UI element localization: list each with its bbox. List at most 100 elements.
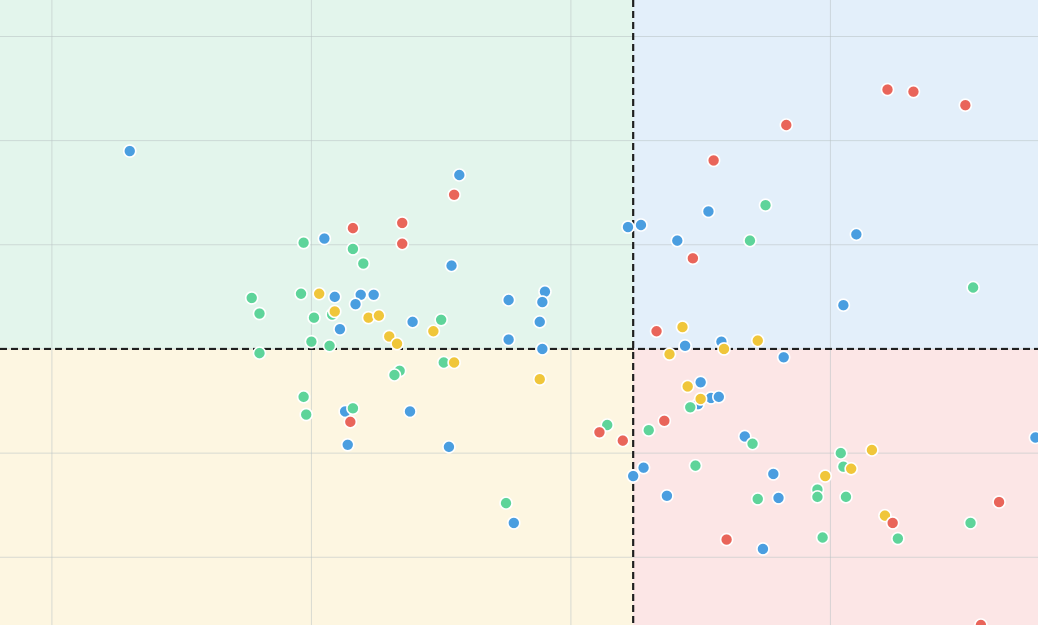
data-point <box>974 618 988 625</box>
data-point <box>810 490 825 504</box>
data-point <box>779 118 794 132</box>
data-point <box>299 407 314 422</box>
data-point <box>992 495 1006 509</box>
data-point <box>405 315 420 329</box>
data-point <box>634 218 648 232</box>
data-point <box>750 333 765 348</box>
data-point <box>660 489 674 503</box>
data-point <box>680 379 695 394</box>
data-point <box>327 304 342 319</box>
data-point <box>444 258 459 273</box>
data-point <box>865 443 879 457</box>
data-point <box>356 256 371 271</box>
data-point <box>717 342 731 356</box>
data-point <box>340 437 355 452</box>
data-point <box>346 242 360 256</box>
data-points <box>122 82 1038 625</box>
data-point <box>395 216 410 230</box>
data-point <box>771 491 786 505</box>
data-point <box>434 312 448 327</box>
data-point <box>532 315 547 329</box>
data-point <box>686 251 700 266</box>
data-point <box>712 390 726 404</box>
data-point <box>447 355 461 370</box>
series-4 <box>343 82 1006 625</box>
data-point <box>750 492 765 506</box>
quadrant-bottom-left <box>0 348 634 625</box>
data-point <box>626 469 640 483</box>
quadrant-bottom-right <box>633 348 1038 625</box>
data-point <box>122 144 137 158</box>
data-point <box>766 467 781 481</box>
data-point <box>657 414 672 428</box>
data-point <box>442 440 456 454</box>
data-point <box>1028 430 1038 445</box>
data-point <box>693 392 708 406</box>
data-point <box>641 423 656 438</box>
data-point <box>815 530 830 545</box>
data-point <box>839 490 853 504</box>
data-point <box>296 235 311 250</box>
data-point <box>501 332 516 347</box>
data-point <box>501 293 516 307</box>
data-point <box>745 436 760 451</box>
data-point <box>312 286 326 301</box>
series-2 <box>244 198 980 546</box>
data-point <box>507 516 521 530</box>
data-point <box>675 320 690 334</box>
data-point <box>678 339 692 353</box>
series-3 <box>312 286 892 523</box>
data-point <box>390 336 404 351</box>
data-point <box>719 532 734 547</box>
data-point <box>958 98 973 113</box>
data-point <box>758 198 773 213</box>
data-point <box>662 347 677 361</box>
data-point <box>615 433 630 448</box>
data-point <box>343 415 358 429</box>
data-point <box>649 324 664 339</box>
data-point <box>701 204 716 219</box>
data-point <box>535 342 550 356</box>
data-point <box>743 233 757 248</box>
data-point <box>636 460 651 475</box>
data-point <box>366 287 381 302</box>
data-point <box>452 168 467 182</box>
data-point <box>706 153 721 168</box>
data-point <box>670 233 685 248</box>
data-point <box>836 298 851 313</box>
data-point <box>317 231 332 246</box>
data-point <box>447 187 461 202</box>
data-point <box>885 516 900 530</box>
data-point <box>688 458 703 473</box>
data-point <box>252 306 267 321</box>
data-point <box>592 425 607 440</box>
data-point <box>966 280 980 295</box>
data-point <box>294 286 308 301</box>
data-point <box>372 308 386 323</box>
data-point <box>395 236 410 251</box>
quadrant-top-right <box>633 0 1038 349</box>
data-point <box>844 461 858 476</box>
data-point <box>244 291 259 305</box>
data-point <box>304 334 319 349</box>
data-point <box>403 404 417 419</box>
data-point <box>776 350 791 365</box>
data-point <box>532 372 547 386</box>
data-point <box>348 297 363 311</box>
data-point <box>296 390 311 404</box>
data-point <box>387 368 402 382</box>
data-point <box>333 322 347 336</box>
data-point <box>322 339 337 353</box>
data-point <box>849 227 864 242</box>
data-point <box>683 400 698 415</box>
data-point <box>756 542 770 556</box>
data-point <box>621 220 635 234</box>
data-point <box>535 295 550 309</box>
data-point <box>426 324 441 339</box>
data-point <box>346 401 360 416</box>
data-point <box>307 310 321 325</box>
data-point <box>833 446 848 460</box>
